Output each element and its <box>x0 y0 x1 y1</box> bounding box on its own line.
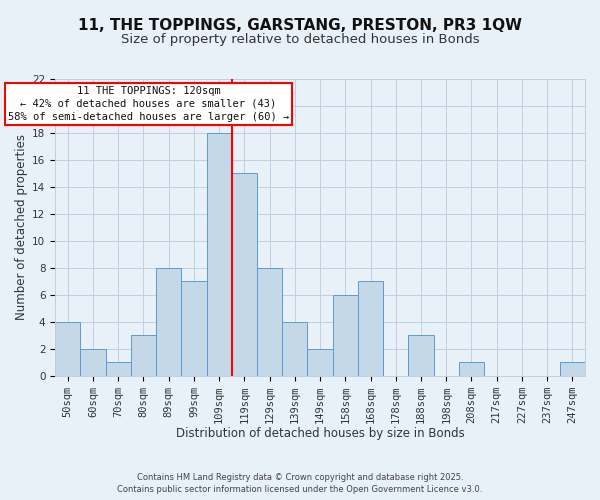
Bar <box>232 174 257 376</box>
Text: Contains public sector information licensed under the Open Government Licence v3: Contains public sector information licen… <box>118 485 482 494</box>
Text: Contains HM Land Registry data © Crown copyright and database right 2025.: Contains HM Land Registry data © Crown c… <box>137 472 463 482</box>
Bar <box>332 294 358 376</box>
Bar <box>131 335 156 376</box>
Bar <box>409 335 434 376</box>
Bar <box>80 348 106 376</box>
Bar <box>307 348 332 376</box>
Bar <box>459 362 484 376</box>
Bar <box>560 362 585 376</box>
Bar <box>206 133 232 376</box>
Bar <box>282 322 307 376</box>
Bar <box>358 281 383 376</box>
Y-axis label: Number of detached properties: Number of detached properties <box>15 134 28 320</box>
X-axis label: Distribution of detached houses by size in Bonds: Distribution of detached houses by size … <box>176 427 464 440</box>
Bar <box>156 268 181 376</box>
Text: 11 THE TOPPINGS: 120sqm
← 42% of detached houses are smaller (43)
58% of semi-de: 11 THE TOPPINGS: 120sqm ← 42% of detache… <box>8 86 289 122</box>
Bar <box>106 362 131 376</box>
Bar <box>181 281 206 376</box>
Text: 11, THE TOPPINGS, GARSTANG, PRESTON, PR3 1QW: 11, THE TOPPINGS, GARSTANG, PRESTON, PR3… <box>78 18 522 32</box>
Bar <box>55 322 80 376</box>
Text: Size of property relative to detached houses in Bonds: Size of property relative to detached ho… <box>121 32 479 46</box>
Bar <box>257 268 282 376</box>
